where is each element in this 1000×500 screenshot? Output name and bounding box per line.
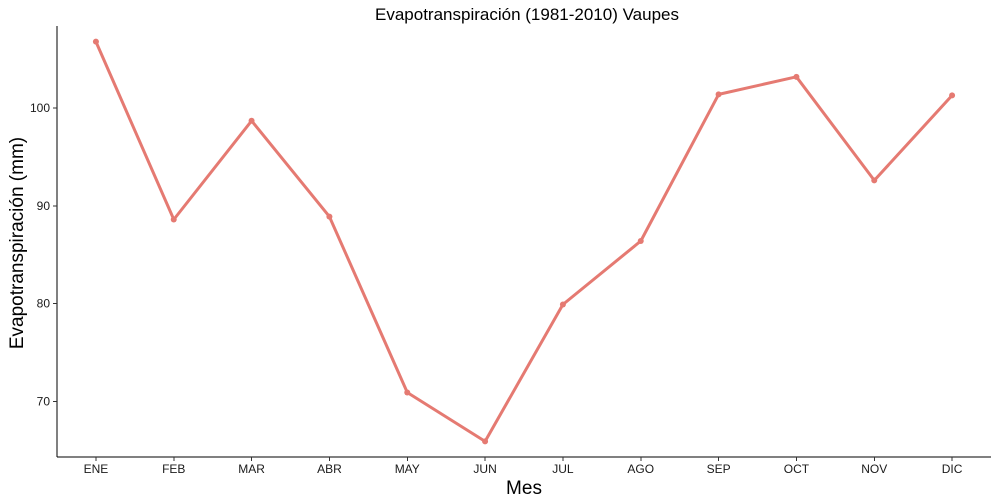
x-tick-label: DIC [942,462,963,476]
x-tick-label: SEP [707,462,731,476]
x-tick-label: ABR [317,462,342,476]
data-point [559,301,566,308]
y-tick-label: 100 [30,101,50,115]
x-tick-label: MAR [238,462,265,476]
x-axis: ENE FEB MAR ABR MAY JUN JUL AGO SEP OCT NOV DIC [57,456,991,476]
x-tick-label: JUN [473,462,496,476]
y-tick-label: 70 [37,394,51,408]
x-tick-label: OCT [784,462,810,476]
series-line [94,40,954,443]
data-point [871,177,878,184]
data-point [482,438,489,445]
data-point [92,38,99,45]
data-point [248,117,255,124]
x-tick-label: ENE [84,462,109,476]
data-point [404,389,411,396]
data-point [170,216,177,223]
x-tick-label: FEB [162,462,185,476]
x-tick-label: JUL [552,462,574,476]
x-tick-label: NOV [861,462,887,476]
data-point [949,92,956,99]
data-point [793,73,800,80]
data-point [637,238,644,245]
chart-title: Evapotranspiración (1981-2010) Vaupes [375,5,679,24]
data-point [715,91,722,98]
x-tick-label: MAY [395,462,420,476]
data-point [326,213,333,220]
y-axis: 70 80 90 100 [30,26,58,457]
x-tick-label: AGO [627,462,654,476]
y-tick-label: 80 [37,297,51,311]
y-tick-label: 90 [37,199,51,213]
y-axis-title: Evapotranspiración (mm) [7,137,28,349]
series-layer [92,38,956,445]
x-axis-title: Mes [506,478,542,499]
